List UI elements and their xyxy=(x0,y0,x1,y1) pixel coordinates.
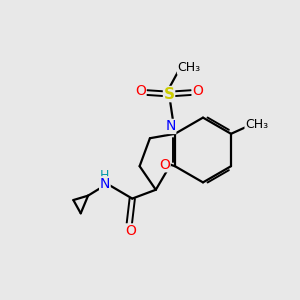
Text: CH₃: CH₃ xyxy=(178,61,201,74)
Text: O: O xyxy=(159,158,170,172)
Text: N: N xyxy=(165,119,176,134)
Text: O: O xyxy=(192,84,203,98)
Text: O: O xyxy=(135,84,146,98)
Text: O: O xyxy=(125,224,136,238)
Text: N: N xyxy=(100,177,110,191)
Text: H: H xyxy=(100,169,110,182)
Text: S: S xyxy=(164,87,175,102)
Text: CH₃: CH₃ xyxy=(245,118,268,131)
